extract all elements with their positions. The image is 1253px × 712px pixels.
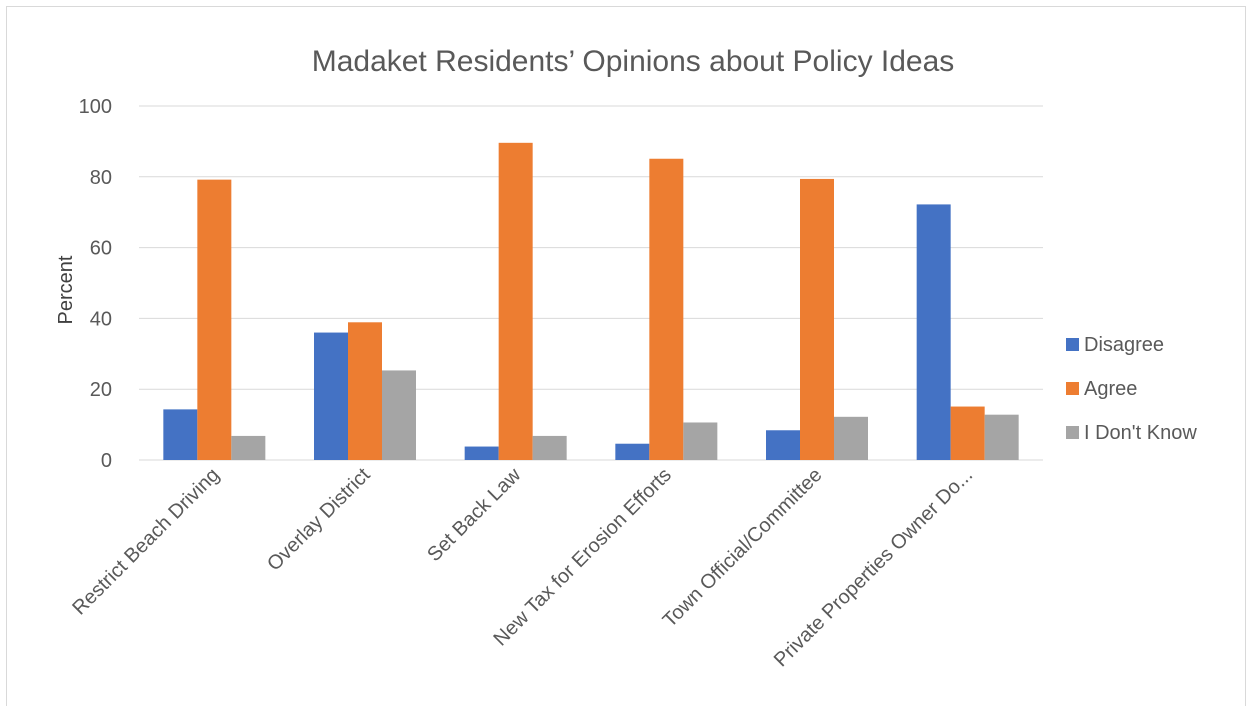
y-axis-ticks: 0 20 40 60 80 100 bbox=[79, 96, 112, 472]
bars bbox=[163, 142, 1019, 461]
legend-label-agree: Agree bbox=[1084, 378, 1137, 400]
legend-swatch-i-don-t-know bbox=[1066, 426, 1079, 439]
bar-agree-1 bbox=[348, 322, 382, 460]
x-tick-label-0: Restrict Beach Driving bbox=[68, 464, 223, 619]
bar-disagree-0 bbox=[163, 409, 198, 460]
bar-agree-0 bbox=[197, 179, 232, 460]
y-tick-label-0: 0 bbox=[101, 450, 112, 472]
x-tick-label-1: Overlay District bbox=[263, 464, 375, 576]
legend-label-i-don-t-know: I Don't Know bbox=[1084, 422, 1197, 444]
y-tick-label-20: 20 bbox=[90, 379, 112, 401]
y-tick-label-80: 80 bbox=[90, 167, 112, 189]
legend-label-disagree: Disagree bbox=[1084, 334, 1164, 356]
x-tick-label-3: New Tax for Erosion Efforts bbox=[489, 464, 675, 650]
bar-i-don-t-know-1 bbox=[382, 370, 416, 460]
bar-disagree-2 bbox=[464, 446, 499, 460]
y-tick-label-60: 60 bbox=[90, 238, 112, 260]
bar-disagree-1 bbox=[314, 332, 348, 460]
bar-i-don-t-know-3 bbox=[683, 422, 718, 460]
x-tick-label-4: Town Official/Committee bbox=[659, 464, 827, 632]
bar-agree-4 bbox=[800, 178, 834, 460]
legend-swatch-disagree bbox=[1066, 338, 1079, 351]
y-tick-label-100: 100 bbox=[79, 96, 112, 118]
bar-disagree-4 bbox=[766, 430, 800, 460]
legend-swatch-agree bbox=[1066, 382, 1079, 395]
bar-agree-2 bbox=[498, 142, 533, 461]
gridlines bbox=[139, 105, 1043, 461]
x-tick-label-2: Set Back Law bbox=[423, 464, 525, 566]
bar-agree-5 bbox=[950, 406, 985, 460]
y-tick-label-40: 40 bbox=[90, 308, 112, 330]
bar-disagree-5 bbox=[916, 204, 951, 460]
chart-frame: Madaket Residents’ Opinions about Policy… bbox=[6, 6, 1246, 706]
y-axis-label: Percent bbox=[55, 255, 77, 324]
chart-title: Madaket Residents’ Opinions about Policy… bbox=[312, 45, 955, 78]
bar-disagree-3 bbox=[615, 443, 650, 460]
bar-i-don-t-know-4 bbox=[834, 416, 868, 460]
bar-chart: Madaket Residents’ Opinions about Policy… bbox=[55, 45, 1197, 672]
bar-agree-3 bbox=[649, 158, 684, 460]
bar-i-don-t-know-2 bbox=[532, 435, 567, 460]
bar-i-don-t-know-5 bbox=[984, 414, 1019, 460]
x-axis-labels: Restrict Beach Driving Overlay District Se… bbox=[68, 464, 977, 672]
legend: Disagree Agree I Don't Know bbox=[1066, 334, 1197, 444]
bar-i-don-t-know-0 bbox=[231, 435, 266, 460]
